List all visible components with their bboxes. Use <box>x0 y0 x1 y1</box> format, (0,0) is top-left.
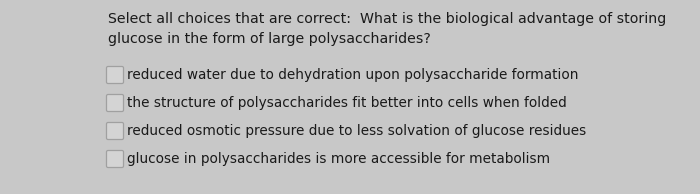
Text: the structure of polysaccharides fit better into cells when folded: the structure of polysaccharides fit bet… <box>127 96 567 110</box>
Text: glucose in polysaccharides is more accessible for metabolism: glucose in polysaccharides is more acces… <box>127 152 550 166</box>
Text: Select all choices that are correct:  What is the biological advantage of storin: Select all choices that are correct: Wha… <box>108 12 666 46</box>
Text: reduced osmotic pressure due to less solvation of glucose residues: reduced osmotic pressure due to less sol… <box>127 124 587 138</box>
FancyBboxPatch shape <box>106 94 123 112</box>
FancyBboxPatch shape <box>106 67 123 83</box>
FancyBboxPatch shape <box>106 151 123 167</box>
FancyBboxPatch shape <box>106 122 123 139</box>
Text: reduced water due to dehydration upon polysaccharide formation: reduced water due to dehydration upon po… <box>127 68 578 82</box>
